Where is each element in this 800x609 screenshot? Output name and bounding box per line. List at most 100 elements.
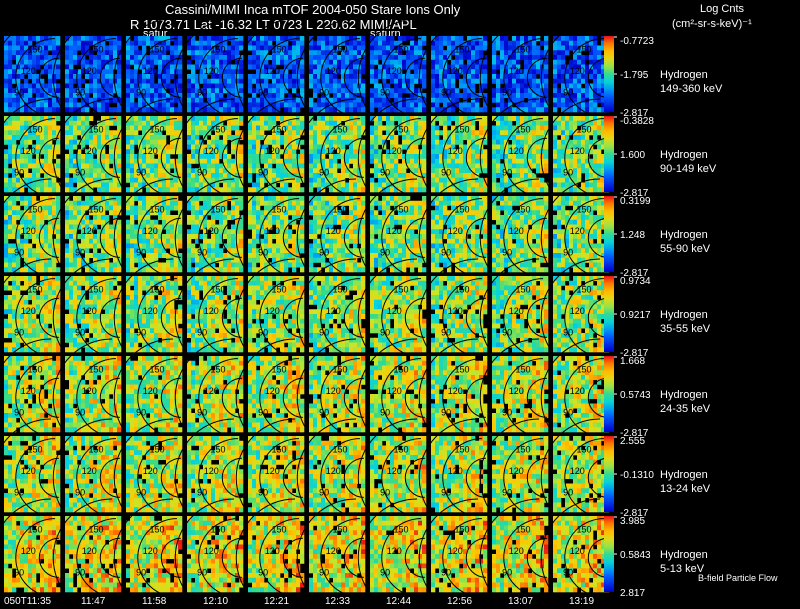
heatmap-cell: [557, 177, 562, 183]
heatmap-cell: [44, 130, 49, 136]
heatmap-cell: [142, 238, 147, 244]
heatmap-cell: [4, 40, 9, 46]
heatmap-cell: [93, 196, 98, 202]
heatmap-cell: [357, 154, 362, 160]
heatmap-cell: [252, 163, 257, 169]
heatmap-cell: [134, 229, 139, 235]
heatmap-cell: [516, 83, 521, 89]
heatmap-cell: [52, 97, 57, 103]
heatmap-cell: [390, 50, 395, 56]
heatmap-cell: [597, 168, 602, 174]
heatmap-cell: [260, 55, 265, 61]
heatmap-cell: [93, 55, 98, 61]
heatmap-cell: [422, 59, 427, 65]
heatmap-cell: [451, 59, 456, 65]
heatmap-cell: [500, 182, 505, 188]
heatmap-cell: [483, 83, 488, 89]
contour-arc: [259, 38, 299, 118]
heatmap-cell: [406, 163, 411, 169]
heatmap-cell: [126, 248, 131, 254]
heatmap-cell: [101, 163, 106, 169]
heatmap-cell: [544, 182, 549, 188]
heatmap-cell: [101, 55, 106, 61]
heatmap-cell: [12, 45, 17, 51]
heatmap-cell: [284, 116, 289, 122]
heatmap-cell: [191, 144, 196, 150]
heatmap-cell: [561, 78, 566, 84]
heatmap-cell: [85, 158, 90, 164]
heatmap-cell: [150, 210, 155, 216]
heatmap-cell: [520, 173, 525, 179]
heatmap-cell: [101, 219, 106, 225]
heatmap-cell: [158, 83, 163, 89]
heatmap-cell: [8, 229, 13, 235]
heatmap-cell: [162, 158, 167, 164]
heatmap-cell: [593, 120, 598, 126]
heatmap-cell: [134, 88, 139, 94]
heatmap-cell: [260, 116, 265, 122]
heatmap-cell: [235, 182, 240, 188]
heatmap-cell: [117, 139, 122, 145]
heatmap-cell: [589, 88, 594, 94]
heatmap-cell: [138, 163, 143, 169]
heatmap-cell: [483, 40, 488, 46]
heatmap-cell: [276, 154, 281, 160]
heatmap-cell: [333, 163, 338, 169]
heatmap-cell: [215, 107, 220, 113]
heatmap-cell: [158, 120, 163, 126]
heatmap-cell: [435, 83, 440, 89]
heatmap-cell: [117, 196, 122, 202]
heatmap-cell: [36, 50, 41, 56]
heatmap-cell: [44, 69, 49, 75]
heatmap-cell: [215, 154, 220, 160]
heatmap-cell: [357, 182, 362, 188]
heatmap-cell: [109, 130, 114, 136]
heatmap-cell: [81, 88, 86, 94]
heatmap-cell: [325, 50, 330, 56]
heatmap-cell: [248, 163, 253, 169]
heatmap-cell: [435, 97, 440, 103]
heatmap-cell: [557, 69, 562, 75]
heatmap-cell: [353, 55, 358, 61]
heatmap-cell: [402, 144, 407, 150]
heatmap-cell: [105, 125, 110, 131]
heatmap-cell: [374, 130, 379, 136]
heatmap-cell: [544, 83, 549, 89]
heatmap-cell: [593, 135, 598, 141]
heatmap-cell: [345, 187, 350, 193]
heatmap-cell: [109, 262, 114, 268]
heatmap-cell: [443, 173, 448, 179]
heatmap-cell: [109, 74, 114, 80]
heatmap-cell: [40, 243, 45, 249]
heatmap-cell: [65, 125, 70, 131]
heatmap-cell: [532, 125, 537, 131]
heatmap-cell: [496, 59, 501, 65]
heatmap-cell: [207, 36, 212, 42]
heatmap-cell: [8, 149, 13, 155]
heatmap-cell: [69, 139, 74, 145]
heatmap-cell: [288, 78, 293, 84]
heatmap-cell: [496, 36, 501, 42]
heatmap-cell: [207, 55, 212, 61]
heatmap-cell: [117, 55, 122, 61]
heatmap-cell: [52, 130, 57, 136]
heatmap-cell: [117, 59, 122, 65]
heatmap-cell: [24, 144, 29, 150]
heatmap-cell: [378, 158, 383, 164]
heatmap-cell: [341, 36, 346, 42]
heatmap-cell: [337, 107, 342, 113]
heatmap-cell: [553, 168, 558, 174]
heatmap-cell: [65, 257, 70, 263]
heatmap-cell: [166, 125, 171, 131]
heatmap-cell: [40, 83, 45, 89]
heatmap-cell: [479, 74, 484, 80]
heatmap-cell: [154, 69, 159, 75]
heatmap-cell: [451, 154, 456, 160]
heatmap-cell: [284, 187, 289, 193]
heatmap-cell: [581, 55, 586, 61]
heatmap-cell: [203, 163, 208, 169]
heatmap-cell: [528, 187, 533, 193]
heatmap-cell: [97, 158, 102, 164]
heatmap-cell: [459, 116, 464, 122]
heatmap-cell: [532, 173, 537, 179]
